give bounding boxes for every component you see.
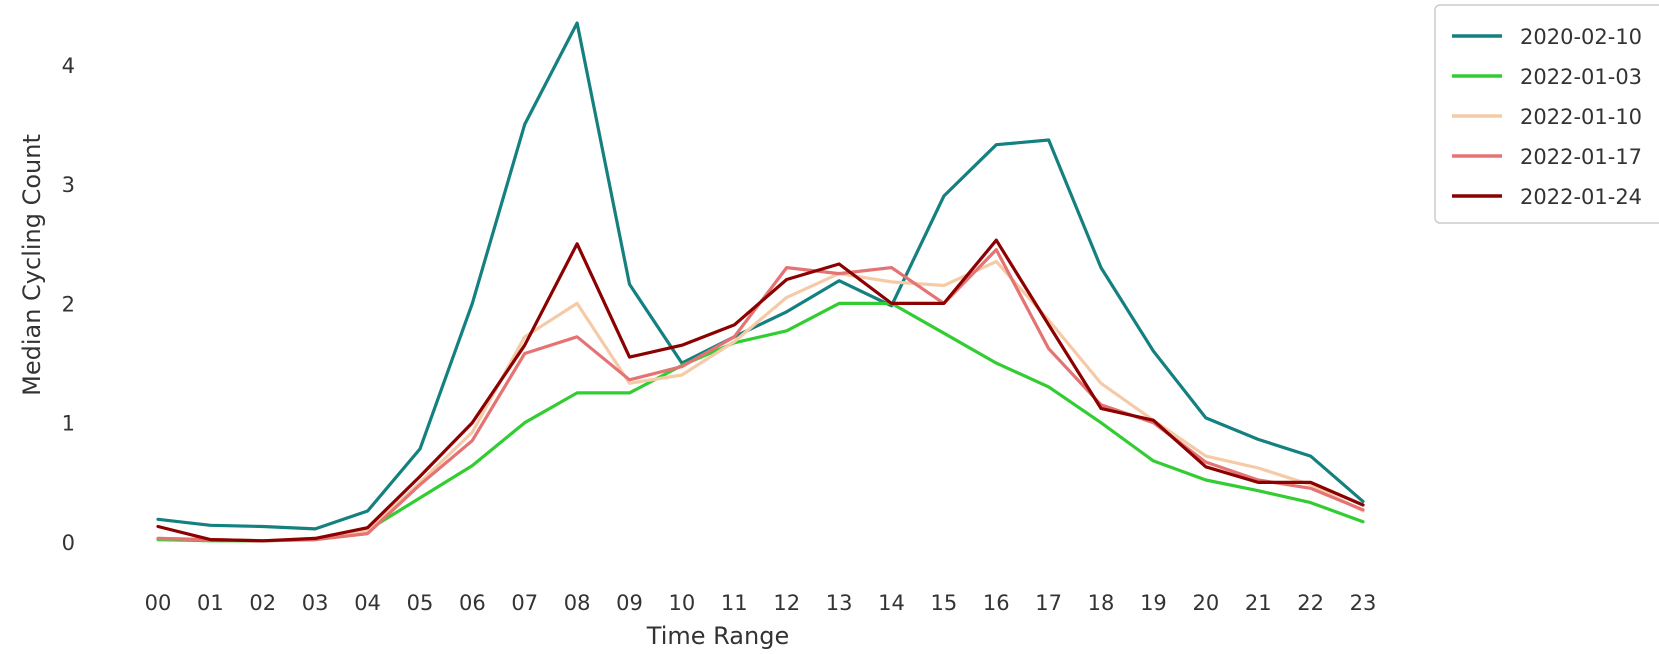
x-tick-label: 20 <box>1192 591 1219 615</box>
y-tick-label: 4 <box>62 54 75 78</box>
legend-items: 2020-02-10 2022-01-03 2022-01-10 2022-01-17… <box>1452 25 1642 209</box>
x-tick-label: 10 <box>669 591 696 615</box>
legend-label: 2022-01-17 <box>1520 145 1642 169</box>
series-line-2022-01-03 <box>156 301 1365 543</box>
x-tick-label: 12 <box>773 591 800 615</box>
y-tick-label: 3 <box>62 173 75 197</box>
y-tick-label: 0 <box>62 531 75 555</box>
series-line-2022-01-17 <box>156 248 1365 543</box>
x-tick-label: 14 <box>878 591 905 615</box>
x-tick-label: 23 <box>1350 591 1377 615</box>
x-tick-label: 01 <box>197 591 224 615</box>
x-tick-label: 08 <box>564 591 591 615</box>
x-tick-label: 00 <box>145 591 172 615</box>
x-tick-label: 09 <box>616 591 643 615</box>
x-tick-label: 06 <box>459 591 486 615</box>
x-tick-label: 16 <box>983 591 1010 615</box>
x-tick-label: 17 <box>1035 591 1062 615</box>
legend-frame <box>1434 4 1659 224</box>
x-tick-label: 07 <box>511 591 538 615</box>
x-tick-label: 03 <box>302 591 329 615</box>
series-line-2022-01-24 <box>156 238 1365 543</box>
legend: 2020-02-10 2022-01-03 2022-01-10 2022-01-17… <box>1434 4 1659 224</box>
series-lines <box>156 21 1365 543</box>
x-axis-label: Time Range <box>646 622 789 650</box>
x-tick-label: 13 <box>826 591 853 615</box>
y-tick-label: 1 <box>62 412 75 436</box>
x-tick-label: 15 <box>931 591 958 615</box>
legend-label: 2022-01-03 <box>1520 65 1642 89</box>
legend-label: 2022-01-10 <box>1520 105 1642 129</box>
y-axis-ticks: 0 1 2 3 4 <box>62 54 75 555</box>
legend-label: 2022-01-24 <box>1520 185 1642 209</box>
x-tick-label: 05 <box>407 591 434 615</box>
x-tick-label: 11 <box>721 591 748 615</box>
y-tick-label: 2 <box>62 292 75 316</box>
legend-label: 2020-02-10 <box>1520 25 1642 49</box>
x-axis-ticks: 00 01 02 03 04 05 06 07 08 09 10 11 12 13 14 15 16 17 18 19… <box>145 591 1377 615</box>
x-tick-label: 22 <box>1297 591 1324 615</box>
series-line-2020-02-10 <box>156 21 1365 531</box>
x-tick-label: 04 <box>354 591 381 615</box>
y-axis-label: Median Cycling Count <box>18 134 46 396</box>
x-tick-label: 19 <box>1140 591 1167 615</box>
x-tick-label: 21 <box>1245 591 1272 615</box>
x-tick-label: 02 <box>249 591 276 615</box>
x-tick-label: 18 <box>1088 591 1115 615</box>
